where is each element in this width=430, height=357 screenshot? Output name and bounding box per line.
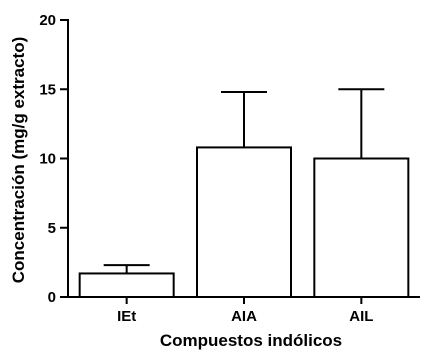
x-axis-title: Compuestos indólicos	[160, 331, 342, 350]
y-tick-label: 15	[39, 81, 56, 98]
bar	[78, 272, 175, 298]
error-bars-layer	[103, 88, 385, 274]
x-ticks-layer: IEt AIA AIL	[117, 297, 373, 325]
y-tick-label: 20	[39, 12, 56, 29]
bars-layer	[78, 146, 410, 298]
bar	[313, 157, 410, 298]
y-ticks-layer: 0 5 10 15 20	[39, 12, 68, 306]
bar	[196, 146, 292, 298]
y-tick-label: 0	[48, 289, 56, 306]
y-tick-label: 10	[39, 151, 56, 168]
x-tick-label: IEt	[117, 308, 136, 325]
y-axis-title: Concentración (mg/g extracto)	[9, 37, 28, 284]
x-tick-label: AIL	[349, 308, 373, 325]
x-tick-label: AIA	[231, 308, 257, 325]
y-tick-label: 5	[48, 220, 56, 237]
